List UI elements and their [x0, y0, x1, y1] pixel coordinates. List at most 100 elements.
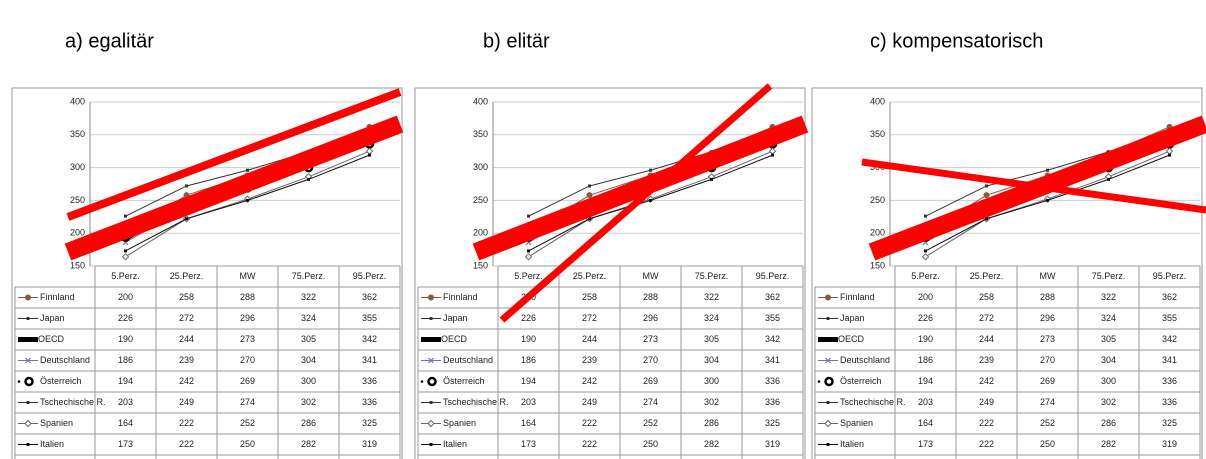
point: [985, 217, 988, 221]
table-value: 324: [1101, 313, 1116, 323]
table-value: 324: [301, 313, 316, 323]
table-value: 274: [643, 397, 658, 407]
table-value: 194: [118, 376, 133, 386]
table-value: 200: [118, 292, 133, 302]
table-value: 250: [240, 439, 255, 449]
point: [985, 184, 988, 188]
table-value: 272: [979, 313, 994, 323]
table-value: 274: [240, 397, 255, 407]
table-value: 302: [704, 397, 719, 407]
point: [368, 153, 371, 157]
x-tick-label: 25.Perz.: [970, 271, 1004, 281]
table-value: 242: [582, 376, 597, 386]
point: [710, 177, 713, 181]
x-tick-label: 5.Perz.: [514, 271, 543, 281]
y-tick-label: 150: [70, 260, 85, 270]
point: [771, 153, 774, 157]
table-value: 186: [918, 355, 933, 365]
table-value: 164: [118, 418, 133, 428]
table-value: 302: [1101, 397, 1116, 407]
table-value: 305: [301, 334, 316, 344]
y-tick-label: 150: [870, 260, 885, 270]
x-tick-label: 75.Perz.: [695, 271, 729, 281]
table-value: 173: [918, 439, 933, 449]
table-value: 250: [643, 439, 658, 449]
legend-label: Italien: [40, 439, 64, 449]
legend-label: Tschechische R.: [40, 397, 106, 407]
y-tick-label: 200: [70, 228, 85, 238]
table-value: 322: [704, 292, 719, 302]
table-value: 341: [1162, 355, 1177, 365]
table-value: 325: [1162, 418, 1177, 428]
table-value: 319: [362, 439, 377, 449]
table-value: 300: [301, 376, 316, 386]
legend-marker: [428, 294, 434, 301]
table-value: 244: [179, 334, 194, 344]
table-value: 304: [301, 355, 316, 365]
table-value: 269: [240, 376, 255, 386]
legend-label: Japan: [443, 313, 468, 323]
x-tick-label: 25.Perz.: [170, 271, 204, 281]
legend-label: OECD: [441, 334, 468, 344]
table-value: 336: [362, 397, 377, 407]
table-value: 300: [704, 376, 719, 386]
table-value: 190: [521, 334, 536, 344]
table-value: 355: [1162, 313, 1177, 323]
table-value: 362: [362, 292, 377, 302]
legend-label: OECD: [838, 334, 865, 344]
table-value: 239: [179, 355, 194, 365]
table-value: 305: [1101, 334, 1116, 344]
chart-title: b) elitär: [483, 30, 550, 52]
table-value: 242: [179, 376, 194, 386]
table-value: 250: [1040, 439, 1055, 449]
table-value: 190: [918, 334, 933, 344]
table-value: 273: [240, 334, 255, 344]
table-value: 226: [918, 313, 933, 323]
table-value: 186: [118, 355, 133, 365]
table-value: 249: [179, 397, 194, 407]
point: [924, 249, 927, 253]
table-value: 173: [521, 439, 536, 449]
table-value: 325: [765, 418, 780, 428]
chart-title: c) kompensatorisch: [870, 30, 1043, 52]
legend-dot: [17, 380, 21, 383]
y-tick-label: 350: [70, 129, 85, 139]
table-value: 282: [301, 439, 316, 449]
red-annotations: [64, 83, 1206, 323]
point: [527, 214, 530, 218]
legend-dot: [817, 380, 821, 383]
legend-label: Tschechische R.: [840, 397, 906, 407]
red-line-thick: [472, 115, 809, 261]
point: [121, 253, 130, 261]
table-value: 270: [643, 355, 658, 365]
table-value: 336: [765, 376, 780, 386]
charts: a) egalitär 150 200 250 300 350 400 5.Perz. 25.P…: [11, 30, 1203, 459]
table-value: 186: [521, 355, 536, 365]
red-line-thick: [64, 115, 404, 261]
legend-label: Finnland: [840, 292, 875, 302]
table-value: 355: [362, 313, 377, 323]
legend-marker: [24, 419, 32, 428]
y-tick-label: 300: [70, 162, 85, 172]
table-value: 286: [301, 418, 316, 428]
point: [524, 253, 533, 261]
legend-marker: [26, 317, 30, 320]
legend-label: Österreich: [443, 376, 485, 386]
legend-marker: [429, 443, 433, 446]
point: [924, 214, 927, 218]
point: [586, 192, 593, 199]
x-tick-label: 75.Perz.: [1092, 271, 1126, 281]
x-tick-label: 75.Perz.: [292, 271, 326, 281]
legend-label: Deutschland: [840, 355, 890, 365]
point: [246, 198, 249, 202]
legend-label: Japan: [40, 313, 65, 323]
table-value: 226: [118, 313, 133, 323]
table-value: 325: [362, 418, 377, 428]
legend-label: OECD: [38, 334, 65, 344]
table-value: 274: [1040, 397, 1055, 407]
x-tick-label: 95.Perz.: [1153, 271, 1187, 281]
table-value: 341: [765, 355, 780, 365]
table-value: 286: [704, 418, 719, 428]
table-value: 341: [362, 355, 377, 365]
table-value: 190: [118, 334, 133, 344]
